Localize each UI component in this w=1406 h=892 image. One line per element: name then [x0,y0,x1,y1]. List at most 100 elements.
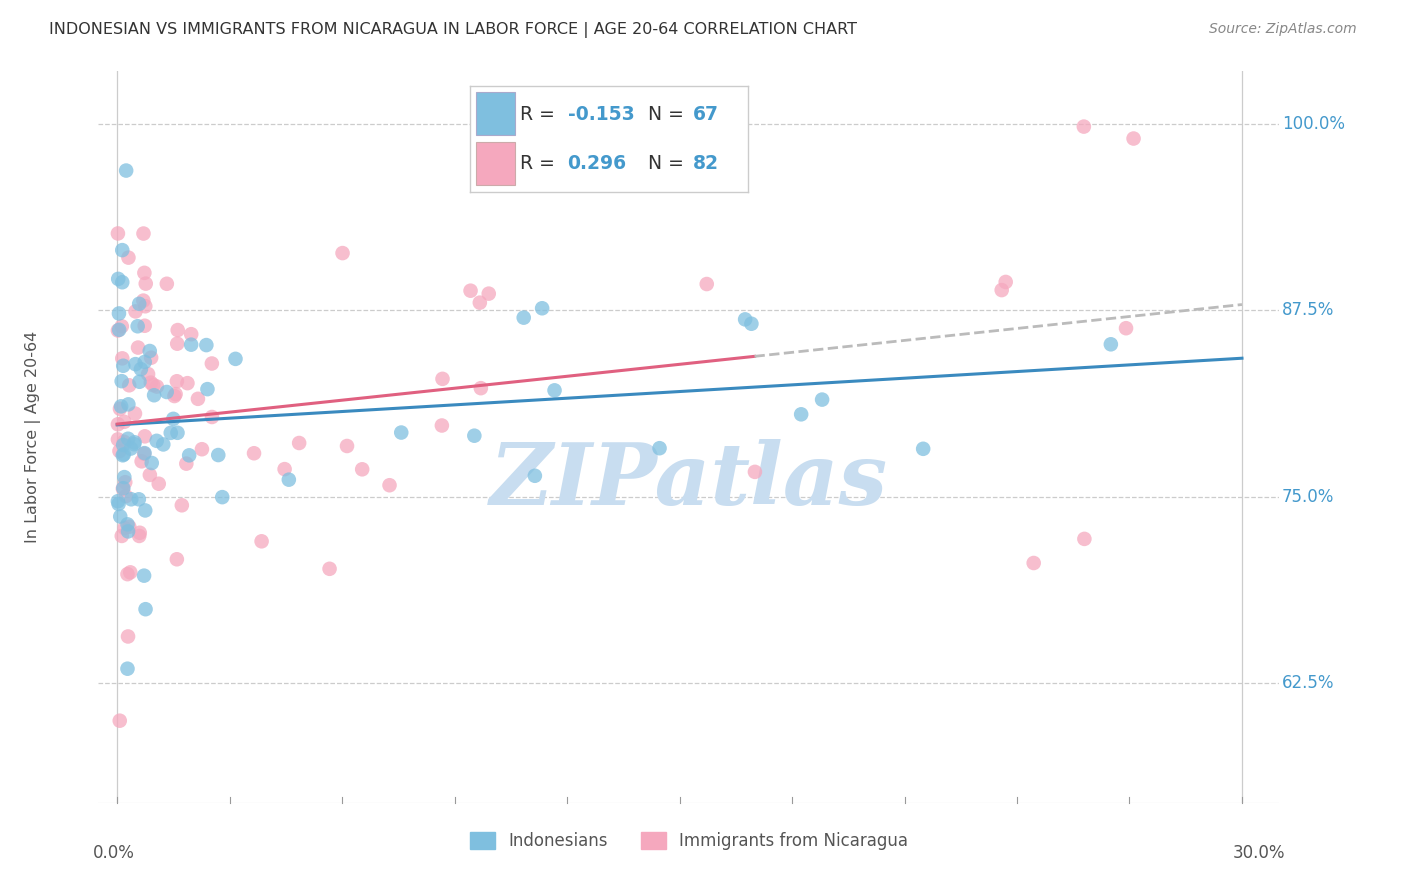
Text: 62.5%: 62.5% [1282,674,1334,692]
Point [180,327,202,342]
Point [134,447,156,461]
Point [166,374,188,388]
Point [332,246,354,260]
Point [432,372,454,386]
Point [512,310,534,325]
Point [744,465,766,479]
Point [124,435,146,450]
Point [478,286,501,301]
Point [146,379,169,393]
Point [139,376,162,390]
Point [1115,321,1137,335]
Point [162,412,184,426]
Point [990,283,1012,297]
Point [131,454,153,468]
Point [108,444,131,458]
Point [117,630,139,644]
Point [117,524,139,539]
Point [128,529,150,543]
Point [110,509,132,524]
Text: 30.0%: 30.0% [1233,844,1285,862]
Point [135,277,157,291]
Point [117,397,139,411]
Point [134,355,156,369]
Point [790,407,813,421]
Point [468,295,491,310]
Point [1099,337,1122,351]
Point [648,441,671,455]
Point [523,468,546,483]
Point [117,567,139,582]
Point [165,387,187,401]
Point [111,351,134,366]
Point [111,529,134,543]
Point [166,425,188,440]
Point [134,299,156,313]
Point [112,415,135,429]
Point [143,388,166,402]
Point [166,336,188,351]
Point [243,446,266,460]
Point [124,304,146,318]
Point [470,381,492,395]
Point [134,503,156,517]
Point [128,525,150,540]
Point [117,517,139,532]
Point [148,476,170,491]
Point [107,417,129,432]
Point [166,552,188,566]
Point [179,448,201,462]
Point [152,437,174,451]
Point [288,436,311,450]
Text: INDONESIAN VS IMMIGRANTS FROM NICARAGUA IN LABOR FORCE | AGE 20-64 CORRELATION C: INDONESIAN VS IMMIGRANTS FROM NICARAGUA … [49,22,858,38]
Point [134,429,156,443]
Legend: Indonesians, Immigrants from Nicaragua: Indonesians, Immigrants from Nicaragua [463,825,915,856]
Point [108,714,131,728]
Point [224,351,246,366]
Point [111,275,134,289]
Point [124,407,146,421]
Point [134,446,156,460]
Point [107,227,129,241]
Point [159,425,181,440]
Point [114,489,136,503]
Point [107,272,129,286]
Point [170,498,193,512]
Point [180,337,202,351]
Point [811,392,834,407]
Text: 100.0%: 100.0% [1282,114,1344,133]
Point [107,323,129,337]
Point [163,389,186,403]
Point [120,566,142,580]
Point [145,434,167,448]
Point [127,341,149,355]
Point [994,275,1017,289]
Point [139,467,162,482]
Point [111,482,134,496]
Point [156,277,179,291]
Point [128,375,150,389]
Point [389,425,412,440]
Point [112,434,135,449]
Point [1022,556,1045,570]
Point [117,432,139,446]
Point [112,481,135,495]
Point [1073,532,1095,546]
Point [1122,131,1144,145]
Text: 87.5%: 87.5% [1282,301,1334,319]
Point [111,374,134,388]
Point [142,378,165,392]
Point [112,359,135,373]
Point [211,490,233,504]
Point [336,439,359,453]
Point [378,478,401,492]
Point [114,521,136,535]
Point [166,323,188,337]
Point [128,492,150,507]
Point [112,447,135,461]
Point [110,400,132,414]
Point [734,312,756,326]
Point [134,266,156,280]
Point [118,378,141,392]
Point [531,301,554,316]
